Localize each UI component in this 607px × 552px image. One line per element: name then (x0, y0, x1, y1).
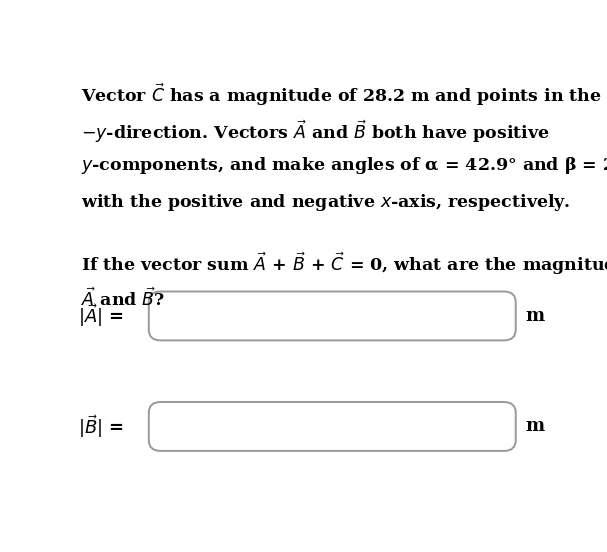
FancyBboxPatch shape (149, 402, 516, 451)
Text: with the positive and negative $x$-axis, respectively.: with the positive and negative $x$-axis,… (81, 192, 570, 213)
Text: m: m (525, 307, 544, 325)
Text: $\vec{A}$ and $\vec{B}$?: $\vec{A}$ and $\vec{B}$? (81, 287, 165, 310)
Text: $|\vec{B}|$ =: $|\vec{B}|$ = (78, 413, 124, 440)
Text: $-y$-direction. Vectors $\vec{A}$ and $\vec{B}$ both have positive: $-y$-direction. Vectors $\vec{A}$ and $\… (81, 118, 549, 145)
Text: $y$-components, and make angles of α = 42.9° and β = 28.2°: $y$-components, and make angles of α = 4… (81, 155, 607, 176)
Text: m: m (525, 417, 544, 436)
Text: $|\vec{A}|$ =: $|\vec{A}|$ = (78, 302, 124, 330)
Text: If the vector sum $\vec{A}$ + $\vec{B}$ + $\vec{C}$ = 0, what are the magnitudes: If the vector sum $\vec{A}$ + $\vec{B}$ … (81, 250, 607, 277)
Text: Vector $\vec{C}$ has a magnitude of 28.2 m and points in the: Vector $\vec{C}$ has a magnitude of 28.2… (81, 81, 602, 108)
FancyBboxPatch shape (149, 291, 516, 341)
